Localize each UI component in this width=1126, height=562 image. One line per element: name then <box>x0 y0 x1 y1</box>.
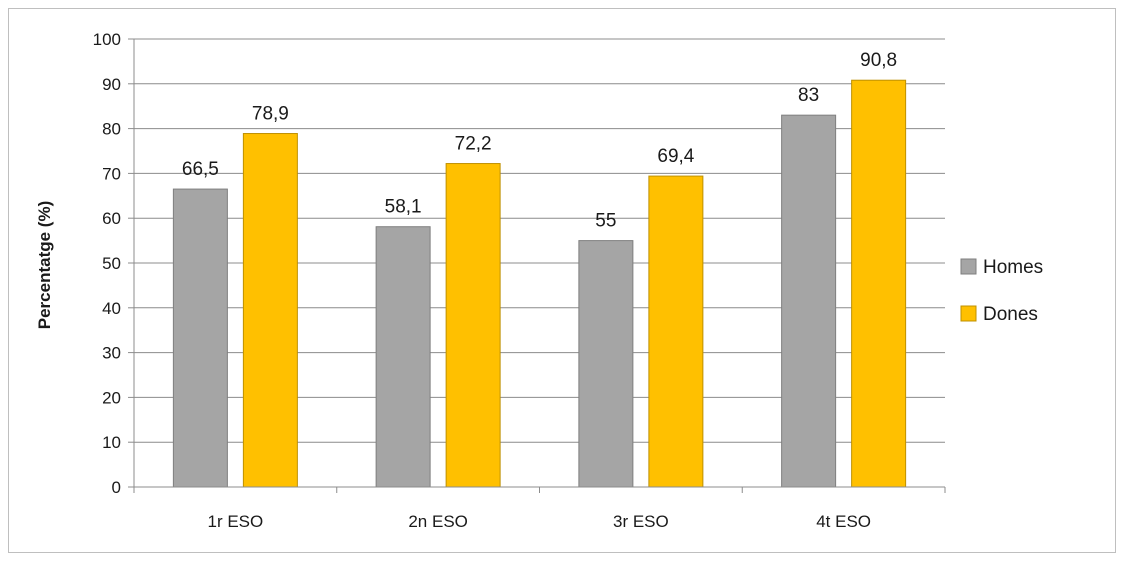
legend-label-dones: Dones <box>983 304 1038 325</box>
y-tick-label: 10 <box>102 433 121 452</box>
y-tick-label: 0 <box>112 478 121 497</box>
y-axis-label: Percentatge (%) <box>35 201 54 329</box>
data-label: 66,5 <box>182 159 219 180</box>
bars <box>172 79 907 488</box>
x-axis-ticks: 1r ESO 2n ESO 3r ESO 4t ESO <box>133 487 946 531</box>
y-tick-label: 50 <box>102 254 121 273</box>
x-tick-label: 1r ESO <box>208 512 264 531</box>
data-labels: 66,5 78,9 58,1 72,2 55 69,4 83 90,8 <box>182 50 897 231</box>
bar-dones-4 <box>851 79 907 488</box>
y-tick-label: 80 <box>102 120 121 139</box>
data-label: 90,8 <box>860 50 897 71</box>
bar-homes-4 <box>781 114 837 488</box>
legend-swatch-dones <box>960 305 977 322</box>
bar-dones-3 <box>648 175 704 488</box>
data-label: 78,9 <box>252 104 289 125</box>
bar-dones-2 <box>445 163 501 488</box>
bar-homes-1 <box>172 188 228 488</box>
y-tick-label: 30 <box>102 344 121 363</box>
data-label: 69,4 <box>657 146 694 167</box>
legend: Homes Dones <box>960 257 1043 325</box>
x-tick-label: 4t ESO <box>816 512 871 531</box>
data-label: 72,2 <box>455 134 492 155</box>
legend-label-homes: Homes <box>983 257 1043 278</box>
bar-dones-1 <box>242 133 298 488</box>
y-tick-label: 20 <box>102 388 121 407</box>
bar-homes-3 <box>578 240 634 488</box>
bar-homes-2 <box>375 226 431 488</box>
y-tick-label: 100 <box>93 30 121 49</box>
x-tick-label: 2n ESO <box>408 512 468 531</box>
y-axis-ticks: 0 10 20 30 40 50 60 70 80 90 100 <box>93 30 134 497</box>
data-label: 83 <box>798 85 819 106</box>
y-tick-label: 90 <box>102 75 121 94</box>
y-tick-label: 70 <box>102 164 121 183</box>
legend-swatch-homes <box>960 258 977 275</box>
y-tick-label: 60 <box>102 209 121 228</box>
y-tick-label: 40 <box>102 299 121 318</box>
x-tick-label: 3r ESO <box>613 512 669 531</box>
data-label: 55 <box>595 211 616 232</box>
data-label: 58,1 <box>385 197 422 218</box>
